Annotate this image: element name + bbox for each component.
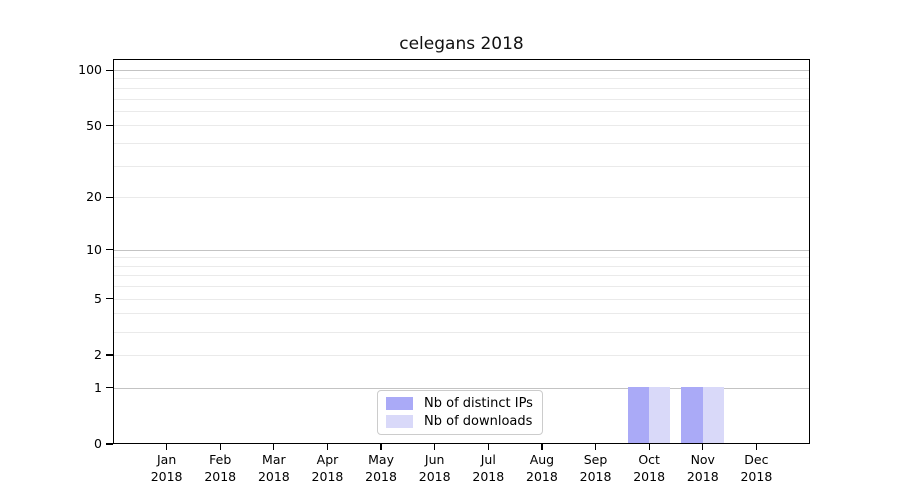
y-tick-label: 0 — [94, 436, 102, 451]
minor-gridline — [114, 354, 809, 356]
y-tick-mark — [106, 124, 113, 127]
x-tick-label-month: Feb — [209, 452, 232, 467]
y-tick-mark — [106, 354, 113, 356]
minor-gridline — [114, 125, 809, 127]
x-tick-mark — [219, 444, 221, 450]
x-tick-label: Dec 2018 — [724, 452, 788, 485]
y-tick-label: 20 — [86, 189, 102, 205]
x-tick-label-year: 2018 — [311, 468, 344, 484]
x-tick-mark — [648, 444, 650, 450]
minor-gridline — [114, 257, 809, 259]
minor-gridline — [114, 78, 809, 80]
x-tick-label: Nov 2018 — [671, 452, 735, 485]
x-tick-mark — [380, 444, 382, 450]
x-tick-label-year: 2018 — [257, 468, 290, 484]
y-tick-label: 1 — [94, 379, 102, 395]
x-tick-label-month: Oct — [638, 452, 660, 467]
y-tick-mark — [106, 387, 113, 389]
bar-distinct-ips — [681, 386, 703, 443]
x-tick-mark — [487, 444, 489, 450]
minor-gridline — [114, 286, 809, 288]
legend-item-distinct-ips: Nb of distinct IPs — [386, 396, 534, 411]
plot-area — [113, 59, 810, 444]
x-tick-label-month: Dec — [744, 452, 769, 467]
y-tick-label: 10 — [86, 241, 102, 257]
x-tick-label-month: May — [368, 452, 394, 467]
major-gridline — [114, 70, 809, 71]
minor-gridline — [114, 265, 809, 267]
y-tick-mark — [106, 69, 113, 71]
x-tick-label-year: 2018 — [365, 468, 397, 484]
x-tick-mark — [434, 444, 436, 450]
x-tick-label-month: Jul — [480, 452, 496, 467]
legend-label-distinct-ips: Nb of distinct IPs — [424, 396, 533, 412]
minor-gridline — [114, 165, 809, 167]
x-tick-label: Jan 2018 — [135, 452, 199, 485]
x-tick-label: May 2018 — [349, 452, 413, 485]
legend-swatch-downloads-icon — [386, 414, 413, 428]
x-tick-label: Jul 2018 — [456, 452, 520, 485]
minor-gridline — [114, 275, 809, 277]
x-tick-label-month: Nov — [690, 452, 715, 467]
legend-item-downloads: Nb of downloads — [386, 414, 534, 429]
x-tick-mark — [541, 444, 543, 450]
legend: Nb of distinct IPs Nb of downloads — [377, 390, 543, 435]
x-tick-mark — [326, 444, 329, 450]
y-tick-mark — [106, 196, 113, 198]
major-gridline — [114, 249, 809, 251]
x-tick-label-year: 2018 — [150, 468, 183, 484]
x-tick-mark — [273, 444, 275, 450]
y-tick-label: 2 — [94, 347, 102, 363]
x-tick-label: Aug 2018 — [510, 452, 574, 485]
bar-distinct-ips — [627, 386, 649, 443]
x-tick-label-month: Apr — [316, 452, 339, 467]
minor-gridline — [114, 110, 809, 112]
y-tick-mark — [106, 298, 113, 300]
x-tick-label-year: 2018 — [740, 468, 773, 484]
x-tick-label-month: Aug — [529, 452, 555, 467]
x-tick-label-year: 2018 — [686, 468, 719, 484]
x-tick-label: Jun 2018 — [403, 452, 467, 485]
x-tick-label-month: Mar — [262, 452, 286, 467]
x-tick-label-month: Sep — [583, 452, 608, 467]
x-tick-label-year: 2018 — [418, 468, 451, 484]
x-tick-mark — [166, 444, 168, 450]
x-tick-mark — [702, 444, 704, 450]
minor-gridline — [114, 87, 809, 89]
legend-swatch-distinct-ips-icon — [386, 397, 413, 411]
x-tick-label-year: 2018 — [472, 468, 505, 484]
y-tick-mark — [106, 249, 113, 251]
x-tick-label-year: 2018 — [579, 468, 612, 484]
x-tick-mark — [594, 444, 597, 450]
legend-label-downloads: Nb of downloads — [424, 413, 533, 429]
bar-downloads — [702, 386, 724, 443]
x-tick-label: Apr 2018 — [295, 452, 359, 485]
major-gridline — [114, 387, 809, 389]
x-tick-label-month: Jun — [424, 452, 445, 467]
x-tick-label: Feb 2018 — [188, 452, 252, 485]
chart-title: celegans 2018 — [399, 34, 524, 54]
y-tick-mark — [106, 443, 113, 445]
x-tick-label: Sep 2018 — [564, 452, 628, 485]
minor-gridline — [114, 98, 809, 100]
y-tick-label: 50 — [86, 117, 102, 133]
x-tick-label-month: Jan — [156, 452, 177, 467]
minor-gridline — [114, 331, 809, 333]
minor-gridline — [114, 197, 809, 199]
minor-gridline — [114, 298, 809, 300]
minor-gridline — [114, 143, 809, 145]
y-tick-label: 5 — [94, 290, 102, 306]
x-tick-label-year: 2018 — [633, 468, 666, 484]
x-tick-label: Oct 2018 — [617, 452, 681, 485]
minor-gridline — [114, 313, 809, 315]
x-tick-label-year: 2018 — [204, 468, 237, 484]
x-tick-label: Mar 2018 — [242, 452, 306, 485]
bar-downloads — [648, 386, 671, 443]
y-tick-label: 100 — [78, 62, 102, 78]
x-tick-mark — [755, 444, 757, 450]
x-tick-label-year: 2018 — [526, 468, 558, 484]
